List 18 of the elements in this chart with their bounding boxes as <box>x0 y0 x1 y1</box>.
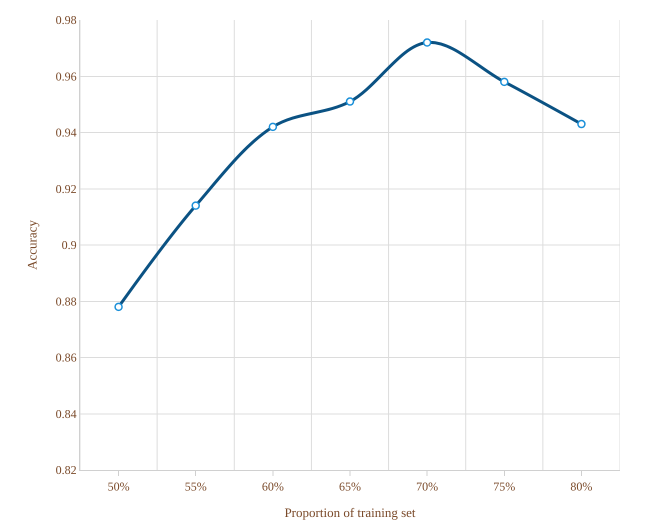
y-tick-label: 0.88 <box>56 294 77 308</box>
x-axis-title: Proportion of training set <box>284 505 416 520</box>
x-tick-label: 80% <box>570 479 592 494</box>
x-tick-label: 55% <box>184 479 207 494</box>
y-tick-label: 0.84 <box>56 406 77 421</box>
x-tick-label: 50% <box>108 479 130 494</box>
y-tick-label: 0.92 <box>56 182 77 196</box>
y-tick-label: 0.98 <box>56 13 77 28</box>
y-tick-label: 0.82 <box>56 463 77 478</box>
y-tick-label: 0.96 <box>56 69 77 84</box>
x-tick-label: 70% <box>416 479 438 494</box>
x-tick-label: 75% <box>493 479 516 494</box>
y-tick-label: 0.86 <box>56 350 77 365</box>
y-axis-title: Accuracy <box>24 220 40 270</box>
x-tick-label: 65% <box>339 479 361 494</box>
x-tick-label: 60% <box>262 479 284 494</box>
y-tick-label: 0.9 <box>62 238 77 252</box>
y-tick-label: 0.94 <box>56 126 77 140</box>
